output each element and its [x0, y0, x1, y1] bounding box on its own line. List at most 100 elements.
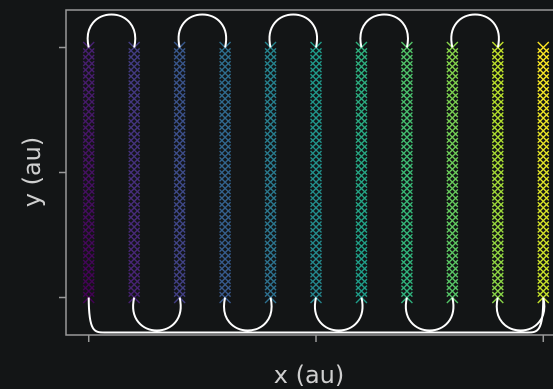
data-point — [446, 41, 459, 54]
data-point — [219, 176, 232, 189]
data-point — [82, 176, 95, 189]
data-point — [219, 227, 232, 240]
data-point — [355, 195, 368, 208]
data-point — [355, 253, 368, 266]
data-point — [491, 86, 504, 99]
data-point — [82, 54, 95, 67]
path-segment — [223, 297, 273, 332]
data-point — [446, 47, 459, 60]
data-point — [264, 156, 277, 169]
data-point — [128, 259, 141, 272]
data-point — [310, 272, 322, 285]
data-point — [310, 67, 322, 80]
data-point — [491, 163, 504, 176]
data-point — [310, 201, 322, 214]
data-point — [537, 67, 550, 80]
y-axis-label: y (au) — [18, 137, 46, 207]
data-point — [491, 278, 504, 291]
data-point — [491, 240, 504, 253]
data-point — [491, 182, 504, 195]
data-point — [264, 92, 277, 105]
data-point — [219, 92, 232, 105]
data-point — [355, 47, 368, 60]
path-segment — [177, 13, 228, 48]
data-point — [537, 201, 550, 214]
data-point — [355, 118, 368, 131]
data-point — [310, 79, 322, 92]
data-point — [173, 163, 186, 176]
data-point — [82, 144, 95, 157]
data-point — [310, 144, 322, 157]
data-point — [491, 47, 504, 60]
data-point — [446, 144, 459, 157]
data-point — [219, 73, 232, 86]
path-segment — [313, 297, 364, 332]
data-point — [491, 259, 504, 272]
data-point — [400, 41, 413, 54]
data-point — [219, 182, 232, 195]
data-point — [491, 137, 504, 150]
data-point — [264, 208, 277, 221]
data-point — [491, 195, 504, 208]
data-point — [82, 73, 95, 86]
data-point — [219, 163, 232, 176]
data-point — [400, 214, 413, 227]
data-point — [537, 278, 550, 291]
path-segment — [404, 297, 455, 332]
data-point — [128, 201, 141, 214]
data-point — [355, 60, 368, 73]
data-point — [264, 240, 277, 253]
data-point — [400, 124, 413, 137]
data-point — [446, 73, 459, 86]
data-point — [310, 137, 322, 150]
data-point — [400, 259, 413, 272]
data-point — [128, 105, 141, 118]
data-point — [219, 124, 232, 137]
data-point — [491, 105, 504, 118]
data-point — [128, 176, 141, 189]
data-point — [173, 176, 186, 189]
data-point — [264, 272, 277, 285]
data-point — [446, 92, 459, 105]
data-point — [82, 60, 95, 73]
data-point — [219, 253, 232, 266]
data-point — [355, 176, 368, 189]
data-point — [400, 79, 413, 92]
data-point — [355, 208, 368, 221]
plot-area — [82, 13, 550, 334]
data-point — [355, 272, 368, 285]
data-point — [128, 163, 141, 176]
data-point — [82, 272, 95, 285]
data-point — [446, 124, 459, 137]
data-point — [128, 112, 141, 125]
data-point — [173, 195, 186, 208]
data-point — [446, 79, 459, 92]
data-point — [219, 272, 232, 285]
data-point — [264, 227, 277, 240]
data-point — [491, 233, 504, 246]
data-point — [491, 144, 504, 157]
data-point — [219, 201, 232, 214]
data-point — [537, 233, 550, 246]
data-point — [355, 278, 368, 291]
data-point — [82, 208, 95, 221]
data-point — [537, 272, 550, 285]
data-point — [537, 150, 550, 163]
data-point — [446, 246, 459, 259]
data-point — [82, 67, 95, 80]
data-point — [491, 265, 504, 278]
data-point — [537, 240, 550, 253]
data-point — [537, 60, 550, 73]
data-point — [82, 188, 95, 201]
data-point — [310, 156, 322, 169]
data-point — [128, 253, 141, 266]
data-point — [264, 131, 277, 144]
data-point — [355, 137, 368, 150]
data-point — [310, 265, 322, 278]
data-point — [491, 131, 504, 144]
data-point — [537, 214, 550, 227]
data-point — [173, 188, 186, 201]
data-point — [128, 233, 141, 246]
data-point — [355, 220, 368, 233]
data-point — [82, 246, 95, 259]
